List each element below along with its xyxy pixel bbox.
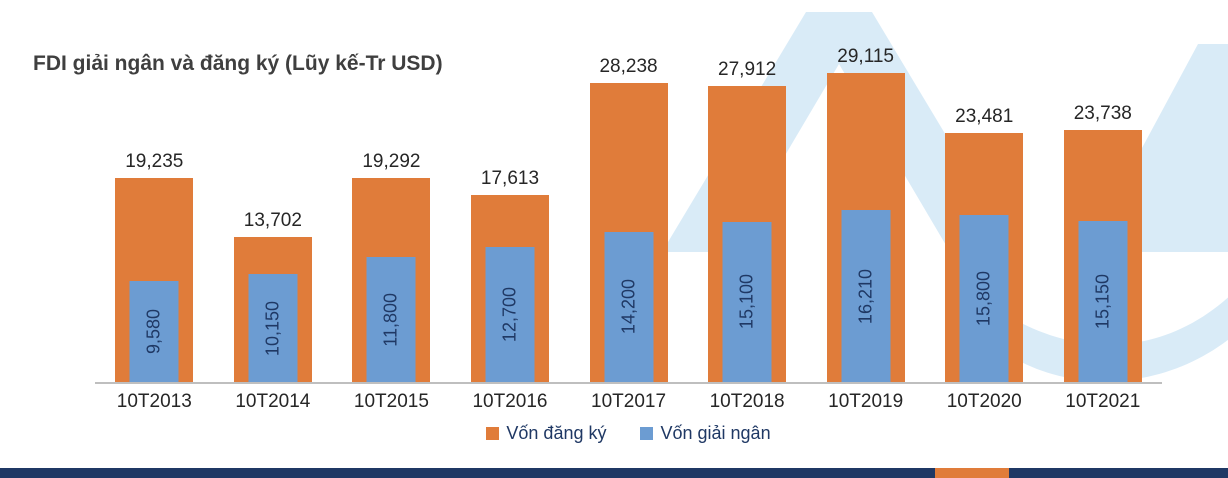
- bar-wrap: 12,700: [470, 195, 549, 382]
- registered-value-label: 29,115: [837, 46, 894, 68]
- footer-bar: [0, 468, 1228, 478]
- disbursed-value-label: 15,150: [1092, 274, 1113, 330]
- x-axis-label: 10T2016: [472, 391, 548, 412]
- legend-swatch-registered-icon: [486, 427, 500, 440]
- disbursed-bar: 16,210: [841, 210, 891, 382]
- bar-wrap: 16,210: [826, 73, 905, 382]
- disbursed-bar: 15,150: [1078, 221, 1128, 382]
- disbursed-bar: 11,800: [366, 256, 416, 382]
- x-axis-label: 10T2014: [235, 391, 311, 412]
- registered-value-label: 27,912: [718, 59, 777, 81]
- footer-segment-orange: [934, 468, 1010, 478]
- registered-value-label: 19,235: [125, 151, 184, 173]
- x-axis-label: 10T2017: [591, 391, 667, 412]
- plot-area: 19,235 9,580 13,702 10,150 19,292 11,800 17,61…: [95, 46, 1163, 384]
- chart-title: FDI giải ngân và đăng ký (Lũy kế-Tr USD): [33, 52, 443, 75]
- bar-group-10T2014: 13,702 10,150: [214, 210, 333, 382]
- x-axis-row: 10T2013 10T2014 10T2015 10T2016 10T2017 10T20…: [95, 391, 1162, 413]
- bar-wrap: 14,200: [589, 82, 668, 382]
- registered-value-label: 13,702: [243, 209, 302, 231]
- bar-group-10T2013: 19,235 9,580: [95, 151, 214, 382]
- registered-value-label: 23,738: [1073, 103, 1132, 125]
- registered-value-label: 17,613: [480, 168, 540, 190]
- bar-group-10T2020: 23,481 15,800: [925, 106, 1044, 382]
- bar-wrap: 9,580: [115, 178, 194, 382]
- legend-label-disbursed: Vốn giải ngân: [660, 423, 771, 443]
- legend-item-disbursed: Vốn giải ngân: [640, 423, 771, 444]
- x-axis-label: 10T2021: [1065, 391, 1141, 412]
- bar-wrap: 11,800: [352, 177, 431, 382]
- disbursed-bar: 10,150: [248, 274, 298, 382]
- disbursed-bar: 14,200: [604, 231, 654, 382]
- footer-segment-navy-left: [0, 468, 935, 478]
- disbursed-value-label: 12,700: [499, 287, 520, 343]
- legend-label-registered: Vốn đăng ký: [506, 423, 607, 443]
- bar-group-10T2016: 17,613 12,700: [451, 168, 570, 382]
- disbursed-value-label: 11,800: [380, 292, 401, 347]
- disbursed-value-label: 16,210: [855, 268, 876, 324]
- bar-wrap: 15,100: [708, 86, 787, 382]
- bar-wrap: 15,150: [1063, 130, 1142, 382]
- registered-value-label: 28,238: [599, 55, 658, 77]
- legend-swatch-disbursed-icon: [640, 427, 654, 440]
- disbursed-value-label: 9,580: [143, 308, 164, 354]
- bar-group-10T2019: 29,115 16,210: [806, 46, 925, 382]
- disbursed-bar: 12,700: [485, 247, 535, 382]
- x-axis-label: 10T2019: [828, 391, 904, 412]
- disbursed-bar: 9,580: [129, 280, 179, 382]
- legend-item-registered: Vốn đăng ký: [486, 423, 606, 444]
- disbursed-bar: 15,100: [722, 221, 772, 382]
- footer-segment-navy-right: [1009, 468, 1228, 478]
- disbursed-value-label: 15,800: [973, 270, 994, 326]
- chart-region: 19,235 9,580 13,702 10,150 19,292 11,800 17,61…: [95, 46, 1163, 444]
- x-axis-label: 10T2013: [116, 391, 192, 412]
- bar-group-10T2021: 23,738 15,150: [1044, 103, 1163, 382]
- bar-group-10T2017: 28,238 14,200: [569, 56, 688, 382]
- bar-wrap: 15,800: [945, 133, 1024, 382]
- disbursed-value-label: 14,200: [618, 279, 639, 335]
- x-axis-label: 10T2015: [353, 391, 429, 412]
- disbursed-value-label: 15,100: [736, 274, 757, 330]
- bar-wrap: 10,150: [233, 236, 312, 382]
- disbursed-value-label: 10,150: [262, 300, 283, 356]
- x-axis-label: 10T2018: [709, 391, 785, 412]
- registered-value-label: 19,292: [362, 150, 421, 172]
- x-axis-label: 10T2020: [946, 391, 1022, 412]
- disbursed-bar: 15,800: [959, 214, 1009, 382]
- legend: Vốn đăng ký Vốn giải ngân: [95, 423, 1162, 444]
- bar-group-10T2015: 19,292 11,800: [332, 150, 451, 382]
- bar-group-10T2018: 27,912 15,100: [688, 59, 807, 382]
- registered-value-label: 23,481: [955, 106, 1014, 128]
